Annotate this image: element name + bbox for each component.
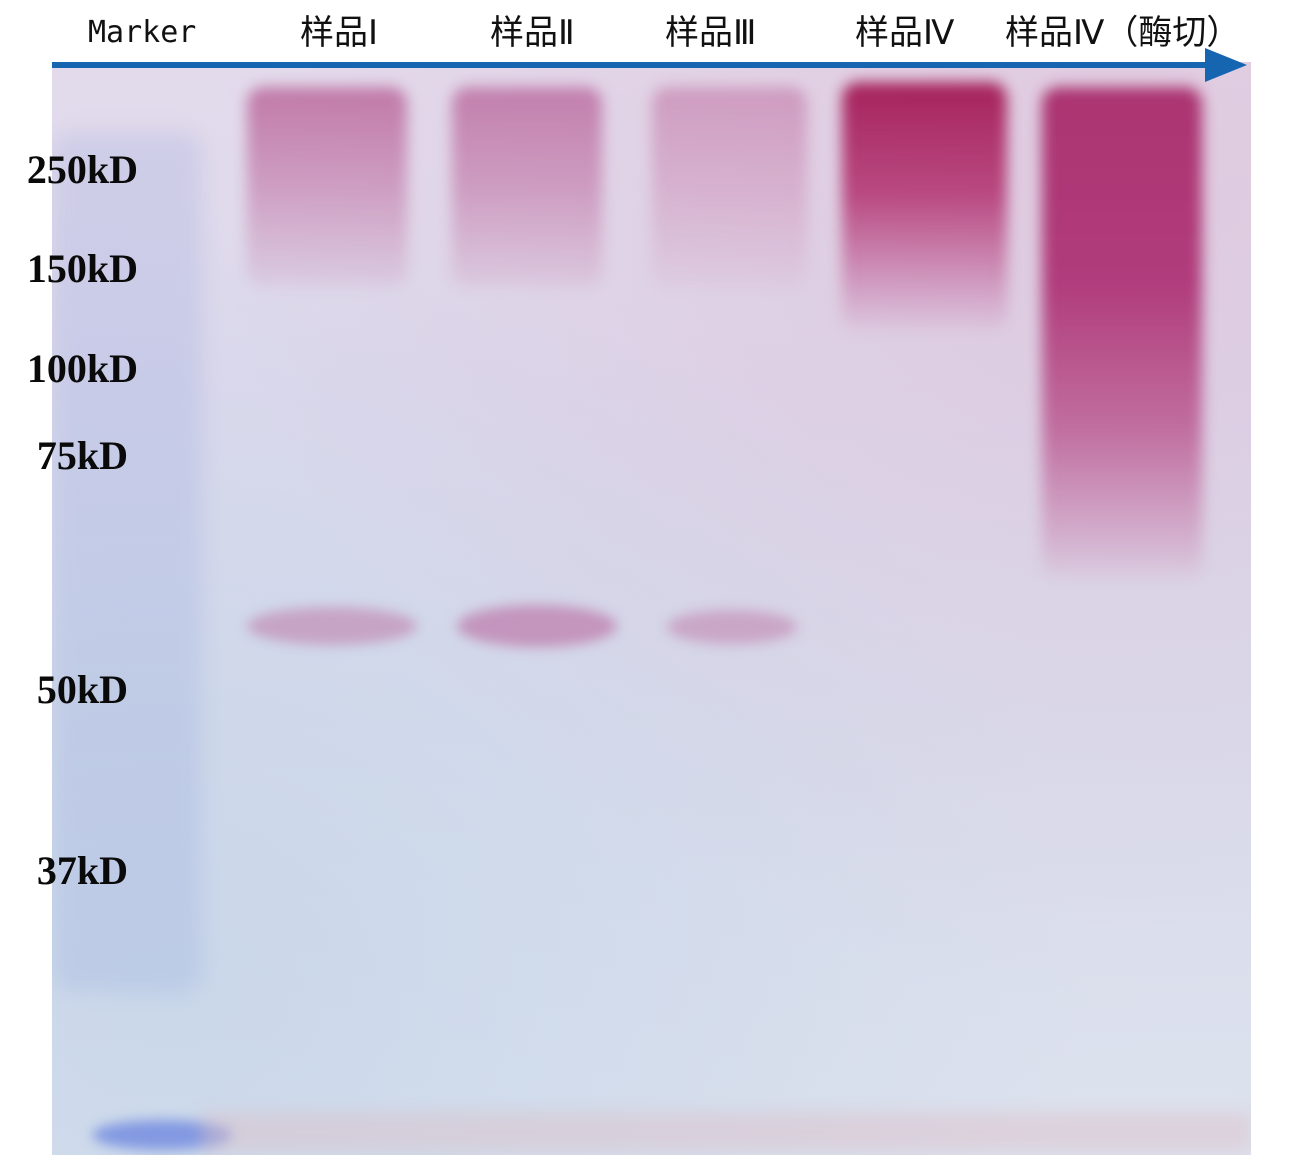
lane-header-sample-4: 样品Ⅳ — [855, 13, 955, 53]
lane-2-smear — [452, 87, 602, 287]
lane-3-band — [667, 610, 797, 644]
lane-3-smear — [652, 87, 807, 287]
mw-label-75: 75kD — [36, 433, 129, 478]
gel-image — [52, 62, 1251, 1155]
mw-label-50: 50kD — [36, 667, 129, 712]
right-arrow-icon — [1205, 48, 1247, 82]
lane-header-marker: Marker — [88, 15, 197, 50]
lane-header-sample-4-digest: 样品Ⅳ（酶切） — [1005, 13, 1241, 53]
dye-front — [202, 1112, 1251, 1152]
lane-header-sample-1: 样品Ⅰ — [300, 13, 379, 53]
mw-label-37: 37kD — [36, 848, 129, 893]
lane-header-sample-2: 样品Ⅱ — [490, 13, 575, 53]
mw-label-150: 150kD — [26, 246, 139, 291]
lane-2-band — [457, 605, 617, 647]
lane-1-smear — [247, 87, 407, 287]
lane-4-smear — [842, 82, 1007, 332]
marker-lane — [52, 132, 202, 992]
direction-arrow-line — [52, 62, 1212, 68]
mw-label-250: 250kD — [26, 147, 139, 192]
lane-1-band — [247, 607, 417, 645]
lane-header-sample-3: 样品Ⅲ — [665, 13, 757, 53]
lane-4-digest-smear — [1042, 87, 1202, 577]
marker-dye-front — [92, 1120, 232, 1150]
mw-label-100: 100kD — [26, 346, 139, 391]
